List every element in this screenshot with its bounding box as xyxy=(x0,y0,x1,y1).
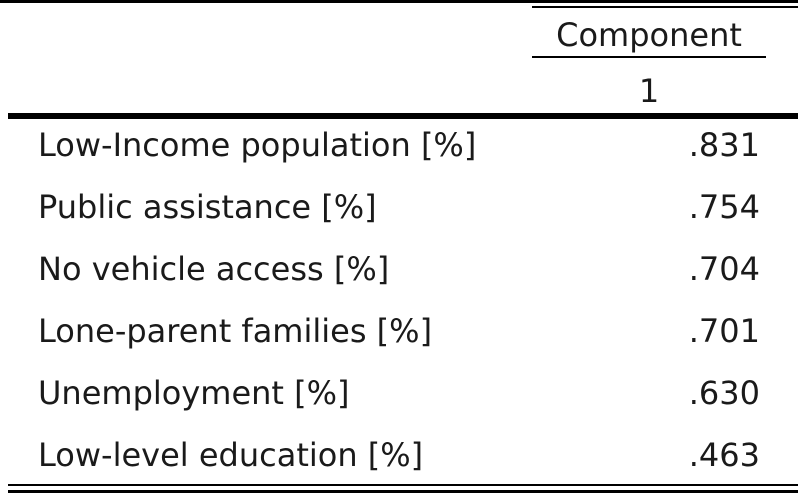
table-row: Low-Income population [%] .831 xyxy=(0,114,798,176)
row-value: .704 xyxy=(688,250,760,288)
top-border-rule xyxy=(0,0,798,3)
component-matrix-table: Low-Income population [%] .831 Public as… xyxy=(0,114,798,486)
row-value: .630 xyxy=(688,374,760,412)
table-row: Lone-parent families [%] .701 xyxy=(0,300,798,362)
row-label: Low-Income population [%] xyxy=(38,126,477,164)
row-label: Low-level education [%] xyxy=(38,436,424,474)
row-value: .831 xyxy=(688,126,760,164)
bottom-border-double-rule xyxy=(8,490,798,493)
component-column-header: Component xyxy=(556,16,742,54)
table-row: Unemployment [%] .630 xyxy=(0,362,798,424)
table-row: Public assistance [%] .754 xyxy=(0,176,798,238)
row-value: .701 xyxy=(688,312,760,350)
table-row: No vehicle access [%] .704 xyxy=(0,238,798,300)
row-label: Lone-parent families [%] xyxy=(38,312,433,350)
table-row: Low-level education [%] .463 xyxy=(0,424,798,486)
row-value: .754 xyxy=(688,188,760,226)
row-label: Unemployment [%] xyxy=(38,374,350,412)
row-label: Public assistance [%] xyxy=(38,188,377,226)
component-header-underline xyxy=(532,56,766,58)
row-value: .463 xyxy=(688,436,760,474)
component-number-header: 1 xyxy=(638,72,660,110)
bottom-border-rule xyxy=(8,484,798,486)
top-border-inner-rule xyxy=(532,6,798,8)
header-separator-rule xyxy=(8,113,798,119)
row-label: No vehicle access [%] xyxy=(38,250,390,288)
